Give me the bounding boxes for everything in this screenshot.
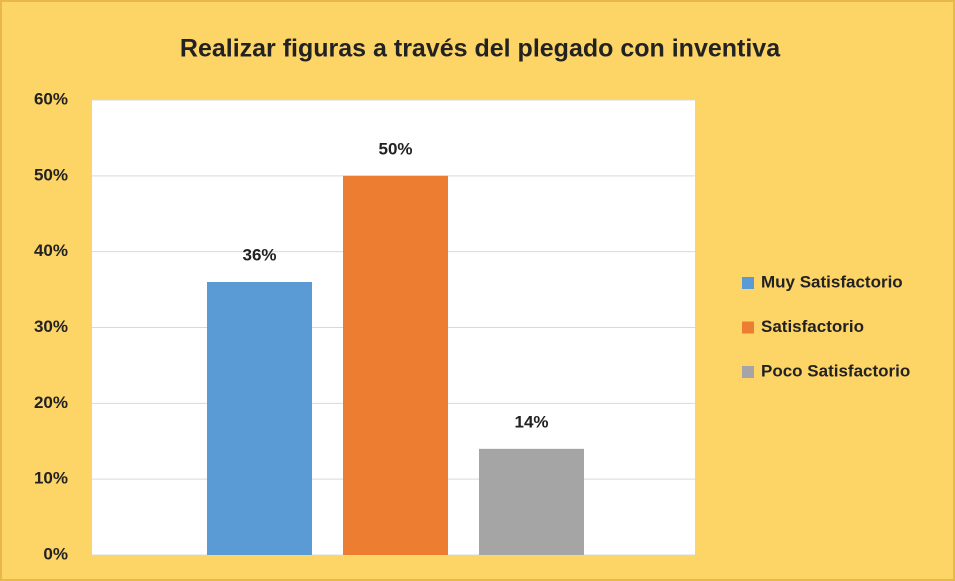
legend-label: Poco Satisfactorio [761,361,910,380]
y-tick-label: 20% [34,393,68,412]
y-tick-label: 50% [34,165,68,184]
y-tick-label: 60% [34,89,68,108]
bar [343,175,448,556]
legend-swatch [742,277,754,289]
y-tick-label: 10% [34,469,68,488]
data-label: 50% [378,139,412,158]
legend-swatch [742,366,754,378]
y-tick-label: 40% [34,241,68,260]
legend-swatch [742,321,754,334]
data-label: 14% [514,412,548,431]
chart-title: Realizar figuras a través del plegado co… [180,35,781,63]
legend-label: Muy Satisfactorio [761,272,903,291]
bar [479,448,584,555]
data-label: 36% [242,245,276,264]
legend-label: Satisfactorio [761,317,864,336]
bar [207,282,312,555]
y-tick-label: 0% [43,544,68,563]
y-tick-label: 30% [34,317,68,336]
